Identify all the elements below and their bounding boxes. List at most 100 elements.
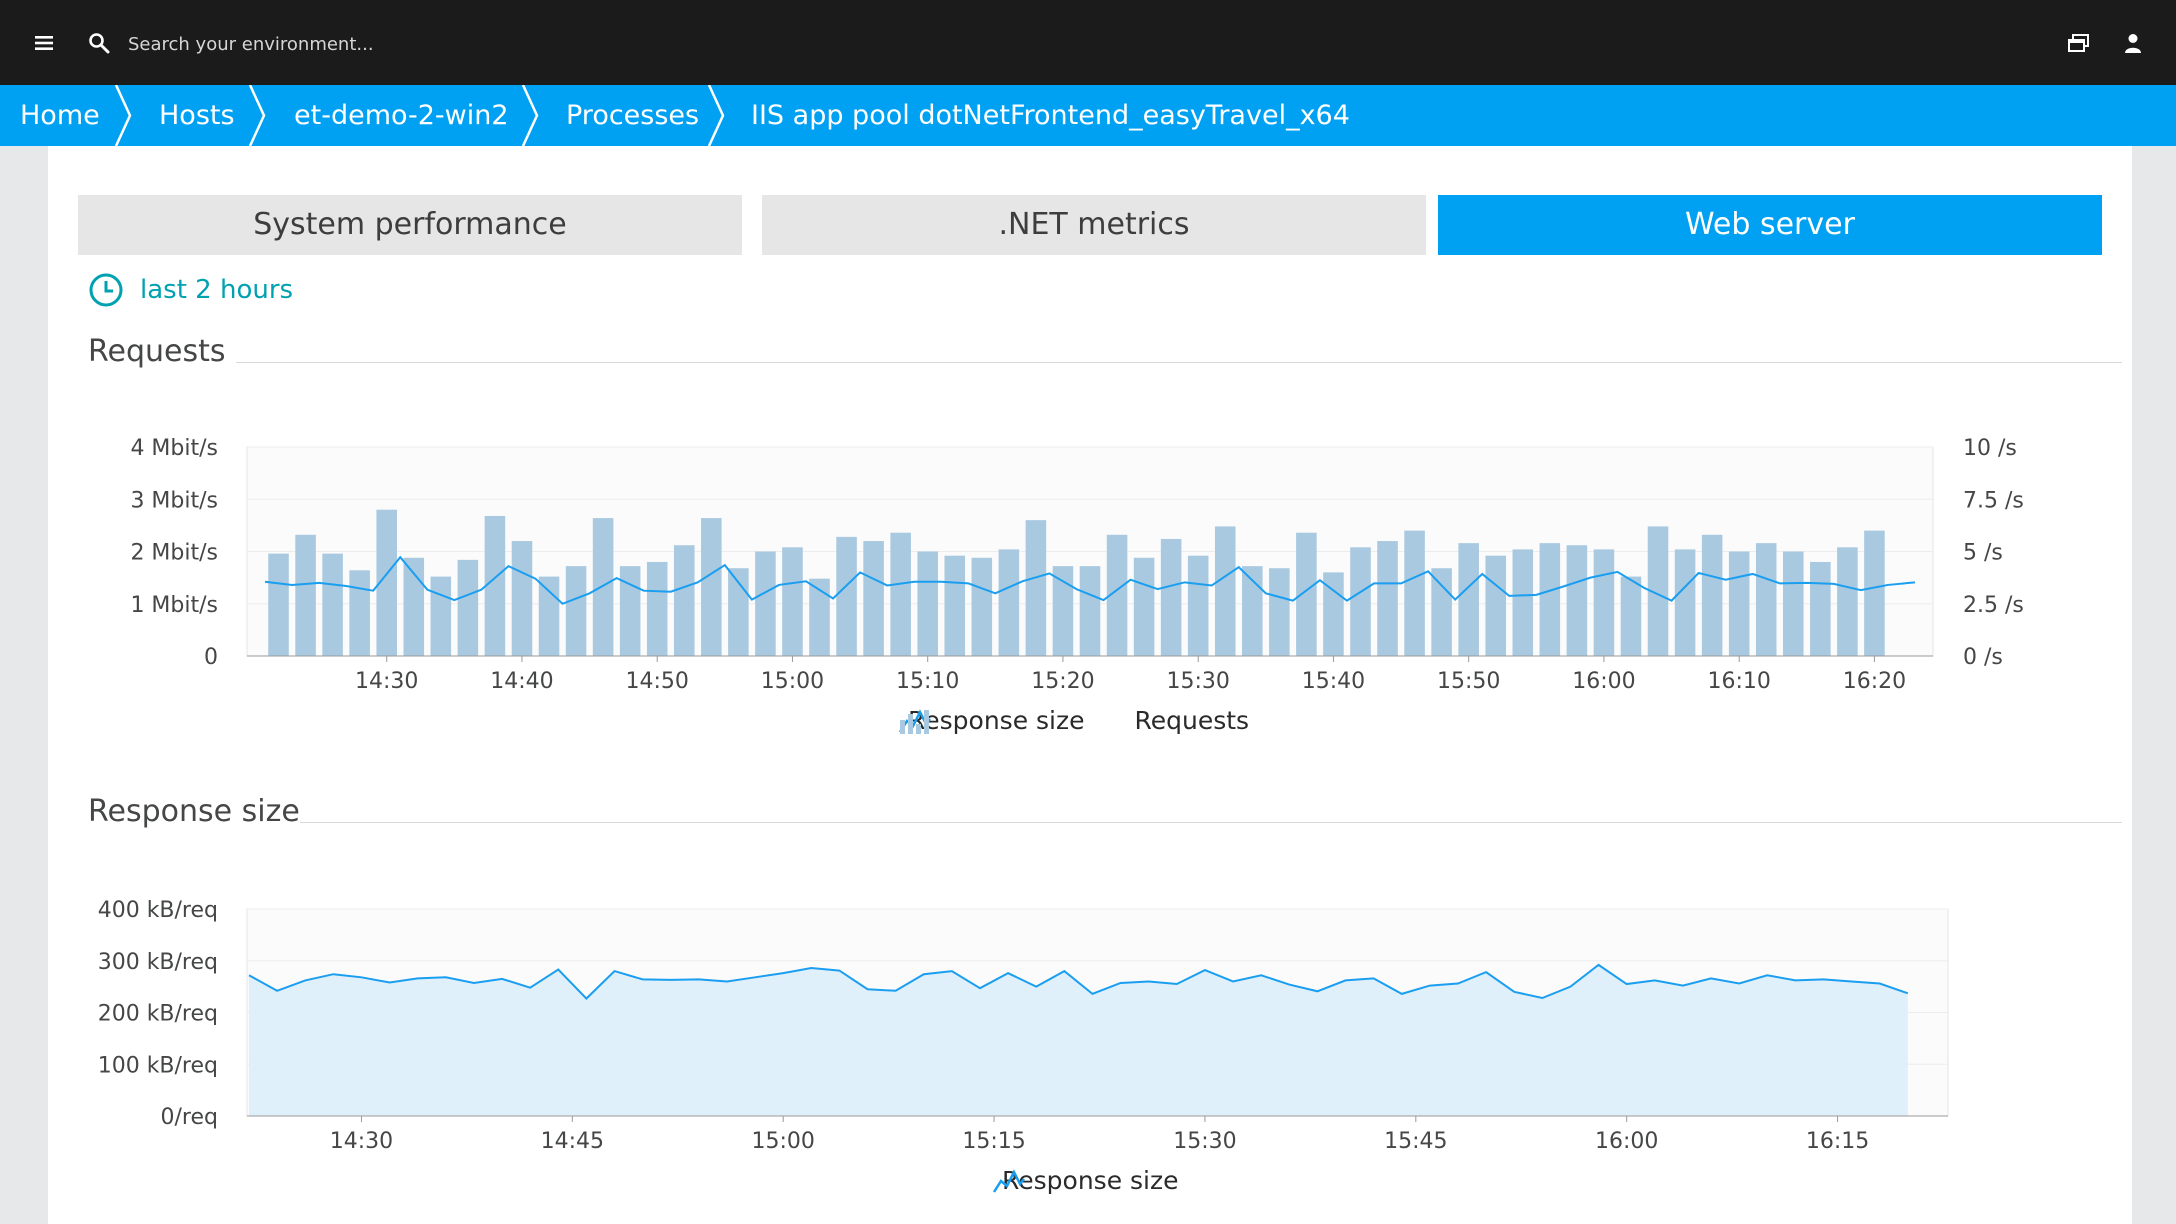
requests-bar xyxy=(998,549,1020,656)
requests-bar xyxy=(1160,538,1182,656)
requests-bar xyxy=(646,561,668,656)
x-axis-tick-label: 14:50 xyxy=(626,669,689,694)
requests-bar xyxy=(295,534,316,656)
requests-bar xyxy=(1431,568,1452,656)
requests-bar xyxy=(1755,543,1777,656)
response-size-chart-plot: 0/req 100 kB/req 200 kB/req 300 kB/req 400 k… xyxy=(98,898,1949,1154)
requests-bar xyxy=(1242,566,1263,656)
requests-bar xyxy=(322,553,343,656)
requests-bar xyxy=(430,576,452,656)
requests-bar xyxy=(971,557,993,656)
breadcrumb-processes[interactable]: Processes xyxy=(566,100,700,131)
x-axis-tick-label: 15:30 xyxy=(1166,669,1229,694)
requests-chart-plot: 0 0 /s 1 Mbit/s 2.5 /s 2 Mbit/s 5 /s 3 Mbit/s 7… xyxy=(130,436,2024,694)
requests-bar xyxy=(1052,566,1074,656)
requests-chart: 0 0 /s 1 Mbit/s 2.5 /s 2 Mbit/s 5 /s 3 Mbit/s 7… xyxy=(48,406,2132,776)
response-size-chart-legend: Response size xyxy=(992,1166,1219,1195)
content-panel: System performance .NET metrics Web serv… xyxy=(48,146,2132,1224)
timeframe-label: last 2 hours xyxy=(140,275,294,305)
requests-bar xyxy=(1350,547,1371,656)
tab-system-performance[interactable]: System performance xyxy=(78,195,742,255)
requests-chart-legend: Response size Requests xyxy=(898,706,1289,735)
y-axis-right-tick-label: 2.5 /s xyxy=(1963,593,2024,618)
x-axis-tick-label: 15:00 xyxy=(751,1129,814,1154)
requests-bar xyxy=(1079,566,1101,656)
search-icon[interactable] xyxy=(84,28,114,58)
section-divider xyxy=(300,822,2122,823)
response-size-section-title: Response size xyxy=(88,794,300,829)
requests-bar xyxy=(1620,576,1642,656)
requests-bar xyxy=(755,551,776,656)
requests-bar xyxy=(565,566,587,656)
tab-net-metrics[interactable]: .NET metrics xyxy=(762,195,1426,255)
requests-bar xyxy=(1701,534,1723,656)
x-axis-tick-label: 15:00 xyxy=(761,669,824,694)
windows-icon[interactable] xyxy=(2062,26,2096,60)
requests-bar xyxy=(511,541,533,656)
requests-bar xyxy=(1837,547,1858,656)
y-axis-tick-label: 400 kB/req xyxy=(98,898,218,923)
requests-bar xyxy=(673,545,695,656)
response-size-series-line xyxy=(248,963,1909,1000)
legend-response-size-label: Response size xyxy=(908,706,1085,735)
requests-bar xyxy=(890,532,911,656)
y-axis-tick-label: 0/req xyxy=(161,1105,218,1130)
requests-bar xyxy=(1269,568,1290,656)
requests-bar xyxy=(1647,526,1669,656)
requests-bar xyxy=(619,566,641,656)
breadcrumb: Home Hosts et-demo-2-win2 Processes IIS … xyxy=(0,85,2176,146)
y-axis-left-tick-label: 2 Mbit/s xyxy=(130,541,218,566)
requests-bar xyxy=(268,553,289,656)
search-input[interactable] xyxy=(126,28,730,60)
line-chart-icon xyxy=(992,1169,1025,1193)
user-icon[interactable] xyxy=(2116,26,2150,60)
x-axis-tick-label: 15:10 xyxy=(896,669,959,694)
requests-bar xyxy=(1025,520,1047,656)
bar-chart-icon xyxy=(900,710,929,734)
requests-bar xyxy=(1458,543,1479,656)
y-axis-tick-label: 200 kB/req xyxy=(98,1002,218,1027)
x-axis-tick-label: 15:20 xyxy=(1031,669,1094,694)
requests-bar xyxy=(1106,534,1128,656)
requests-bar xyxy=(1539,543,1561,656)
y-axis-right-tick-label: 10 /s xyxy=(1963,436,2017,461)
requests-bar xyxy=(1593,549,1615,656)
y-axis-right-tick-label: 5 /s xyxy=(1963,541,2003,566)
requests-bar xyxy=(1674,549,1696,656)
x-axis-tick-label: 15:15 xyxy=(962,1129,1025,1154)
requests-bar xyxy=(1566,545,1588,656)
legend-response-size[interactable]: Response size xyxy=(898,706,1085,735)
x-axis-tick-label: 16:15 xyxy=(1806,1129,1869,1154)
requests-bar xyxy=(592,518,614,656)
y-axis-left-tick-label: 0 xyxy=(204,645,218,670)
legend-response-size[interactable]: Response size xyxy=(992,1166,1179,1195)
timeframe-selector[interactable]: last 2 hours xyxy=(88,270,293,310)
breadcrumb-hosts[interactable]: Hosts xyxy=(159,100,235,131)
breadcrumb-home[interactable]: Home xyxy=(20,100,100,131)
x-axis-tick-label: 16:20 xyxy=(1843,669,1906,694)
section-divider xyxy=(236,362,2122,363)
legend-requests-label: Requests xyxy=(1134,706,1250,735)
requests-bar xyxy=(782,547,803,656)
response-size-series-line xyxy=(264,555,1916,605)
requests-bar xyxy=(944,555,966,656)
tab-web-server[interactable]: Web server xyxy=(1438,195,2102,255)
requests-bar xyxy=(1404,530,1425,656)
y-axis-left-tick-label: 4 Mbit/s xyxy=(130,436,218,461)
x-axis-tick-label: 15:45 xyxy=(1384,1129,1447,1154)
requests-bar xyxy=(457,559,479,656)
requests-bar xyxy=(1485,555,1507,656)
x-axis-tick-label: 15:30 xyxy=(1173,1129,1236,1154)
legend-response-size-label: Response size xyxy=(1002,1166,1179,1195)
x-axis-tick-label: 15:50 xyxy=(1437,669,1500,694)
clock-icon xyxy=(89,273,123,307)
requests-bar xyxy=(863,541,884,656)
requests-bar xyxy=(917,551,938,656)
breadcrumb-host[interactable]: et-demo-2-win2 xyxy=(294,100,509,131)
hamburger-menu-icon[interactable] xyxy=(28,24,60,62)
x-axis-tick-label: 14:30 xyxy=(330,1129,393,1154)
x-axis-tick-label: 16:00 xyxy=(1572,669,1635,694)
legend-requests[interactable]: Requests xyxy=(900,706,1250,735)
requests-bar xyxy=(1512,549,1534,656)
requests-bar xyxy=(376,509,397,656)
